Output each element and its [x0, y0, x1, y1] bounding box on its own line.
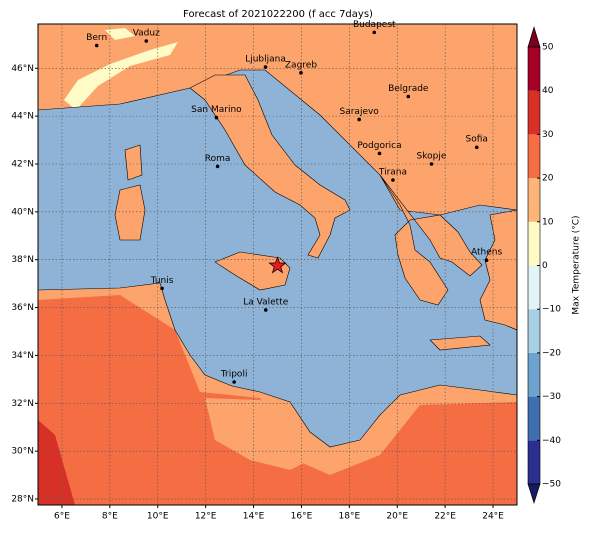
colorbar-tick-label: −50	[542, 480, 561, 490]
x-tick-label: 12°E	[195, 512, 217, 522]
city-dot	[484, 258, 489, 262]
city-label: La Valette	[243, 297, 288, 307]
x-tick-label: 6°E	[54, 512, 70, 522]
y-tick-label: 40°N	[11, 207, 34, 217]
colorbar-tick-label: 40	[542, 86, 554, 96]
corsica	[124, 144, 143, 181]
cool-region	[64, 42, 178, 110]
y-tick-label: 36°N	[11, 303, 34, 313]
greece	[379, 174, 483, 306]
city-label: Sarajevo	[340, 107, 380, 117]
city-label: Tunis	[150, 276, 174, 286]
colorbar-tick-label: −30	[542, 392, 561, 402]
colorbar-bin	[528, 396, 540, 441]
city-dot	[406, 94, 411, 99]
city-label: Sofia	[466, 135, 488, 145]
colorbar-tick-label: −20	[542, 348, 561, 358]
city-label: Belgrade	[388, 84, 429, 94]
y-tick-label: 38°N	[11, 255, 34, 265]
city-label: Zagreb	[285, 60, 317, 70]
city-label: Budapest	[353, 20, 396, 30]
y-tick-label: 44°N	[11, 112, 34, 122]
location-star	[268, 256, 287, 274]
y-tick-label: 42°N	[11, 159, 34, 169]
colorbar-bin	[528, 134, 540, 179]
city-dot	[215, 164, 220, 169]
colorbar-tick-label: −10	[542, 305, 561, 315]
colorbar-over	[527, 25, 541, 48]
city-dot	[263, 65, 268, 69]
colorbar-tick-label: 10	[542, 217, 554, 227]
city-dot	[214, 115, 219, 120]
sardinia	[114, 184, 146, 241]
x-tick-label: 20°E	[386, 512, 408, 522]
city-dot	[372, 30, 377, 35]
city-dot	[232, 380, 236, 384]
colorbar-tick-label: 0	[542, 261, 548, 271]
colorbar-bin	[528, 309, 540, 353]
city-dot	[263, 308, 268, 312]
turkey	[479, 209, 517, 331]
sicily	[214, 251, 291, 291]
y-tick-label: 28°N	[11, 495, 34, 505]
city-dot	[160, 286, 164, 291]
x-tick-label: 16°E	[291, 512, 313, 522]
y-tick-label: 32°N	[11, 399, 34, 409]
city-label: Athens	[471, 248, 502, 258]
colorbar-label: Max Temperature (°C)	[572, 215, 582, 314]
city-label: Ljubljana	[245, 55, 286, 65]
x-tick-label: 18°E	[339, 512, 361, 522]
city-dot	[474, 145, 479, 150]
colorbar-bin	[528, 265, 540, 310]
colorbar-under	[527, 483, 541, 504]
cool-region	[105, 28, 135, 40]
colorbar-bin	[528, 221, 540, 266]
x-tick-label: 10°E	[147, 512, 169, 522]
city-dot	[429, 162, 434, 166]
colorbar-bin	[528, 352, 540, 397]
city-dot	[94, 43, 99, 48]
city-label: Vaduz	[133, 28, 160, 38]
y-tick-label: 46°N	[11, 64, 34, 74]
city-label: Skopje	[417, 151, 447, 161]
y-tick-label: 34°N	[11, 351, 34, 361]
colorbar-bin	[528, 90, 540, 135]
colorbar-tick-label: 50	[542, 43, 554, 53]
x-tick-label: 24°E	[482, 512, 504, 522]
colorbar-bin	[528, 47, 540, 91]
colorbar-tick-label: 30	[542, 130, 554, 140]
colorbar-tick-label: 20	[542, 174, 554, 184]
colorbar-bin	[528, 440, 540, 484]
map-title: Forecast of 2021022200 (f acc 7days)	[183, 9, 373, 20]
y-tick-label: 30°N	[11, 447, 34, 457]
colorbar-bin	[528, 178, 540, 222]
map-frame	[37, 23, 518, 506]
city-dot	[377, 151, 382, 156]
city-label: Bern	[86, 33, 107, 43]
x-tick-label: 14°E	[243, 512, 265, 522]
city-dot	[299, 71, 303, 75]
city-label: Tripoli	[220, 369, 248, 379]
city-dot	[357, 117, 361, 122]
city-label: San Marino	[191, 105, 242, 115]
colorbar-tick-label: −40	[542, 436, 561, 446]
city-dot	[391, 178, 395, 182]
hot-region	[38, 420, 75, 505]
mild-patch	[205, 398, 320, 470]
x-tick-label: 22°E	[434, 512, 456, 522]
italy	[189, 74, 351, 259]
city-dot	[144, 39, 149, 43]
city-label: Tirana	[378, 168, 407, 178]
city-label: Podgorica	[357, 141, 401, 151]
x-tick-label: 8°E	[102, 512, 118, 522]
city-label: Roma	[205, 154, 231, 164]
